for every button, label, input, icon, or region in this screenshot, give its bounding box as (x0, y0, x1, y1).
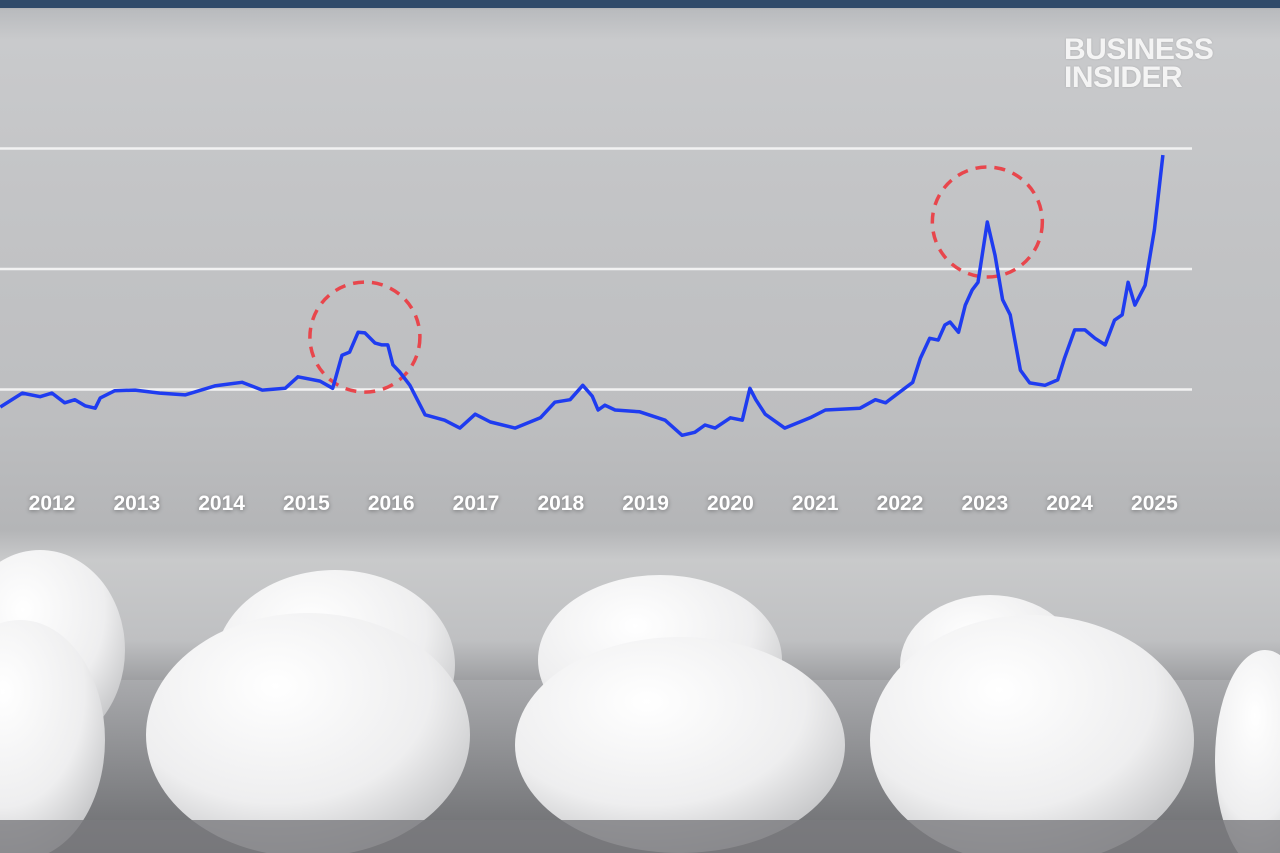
x-tick-label: 2022 (877, 492, 924, 515)
x-tick-label: 2017 (453, 492, 500, 515)
business-insider-logo: BUSINESS INSIDER (1064, 33, 1214, 94)
x-tick-label: 2013 (113, 492, 160, 515)
x-tick-label: 2019 (622, 492, 669, 515)
x-tick-label: 2023 (961, 492, 1008, 515)
eggs (0, 550, 1280, 853)
x-tick-label: 2025 (1131, 492, 1178, 515)
x-tick-label: 2018 (537, 492, 584, 515)
x-tick-label: 2015 (283, 492, 330, 515)
logo-line-1: BUSINESS (1064, 33, 1214, 66)
logo-line-2: INSIDER (1064, 61, 1183, 94)
annotation-circle (930, 165, 1045, 279)
annotation-circle (308, 280, 422, 394)
annotations (308, 165, 1045, 394)
x-tick-label: 2021 (792, 492, 839, 515)
x-tick-label: 2014 (198, 492, 245, 515)
price-line (0, 154, 1165, 438)
x-axis-ticks: 2012 2013 2014 2015 2016 2017 2018 2019 2020 2021… (29, 492, 1178, 515)
x-tick-label: 2020 (707, 492, 754, 515)
x-tick-label: 2024 (1046, 492, 1093, 515)
x-tick-label: 2016 (368, 492, 415, 515)
x-tick-label: 2012 (29, 492, 76, 515)
